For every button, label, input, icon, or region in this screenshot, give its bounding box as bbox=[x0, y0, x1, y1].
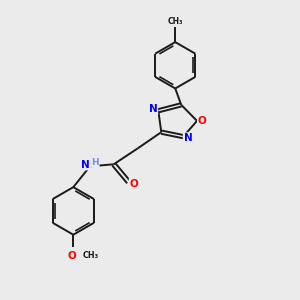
Text: N: N bbox=[184, 133, 192, 143]
Text: H: H bbox=[92, 158, 99, 167]
Text: O: O bbox=[130, 178, 138, 189]
Text: CH₃: CH₃ bbox=[83, 251, 99, 260]
Text: N: N bbox=[148, 104, 157, 114]
Text: N: N bbox=[81, 160, 90, 170]
Text: O: O bbox=[68, 250, 76, 260]
Text: CH₃: CH₃ bbox=[167, 17, 183, 26]
Text: O: O bbox=[198, 116, 207, 126]
